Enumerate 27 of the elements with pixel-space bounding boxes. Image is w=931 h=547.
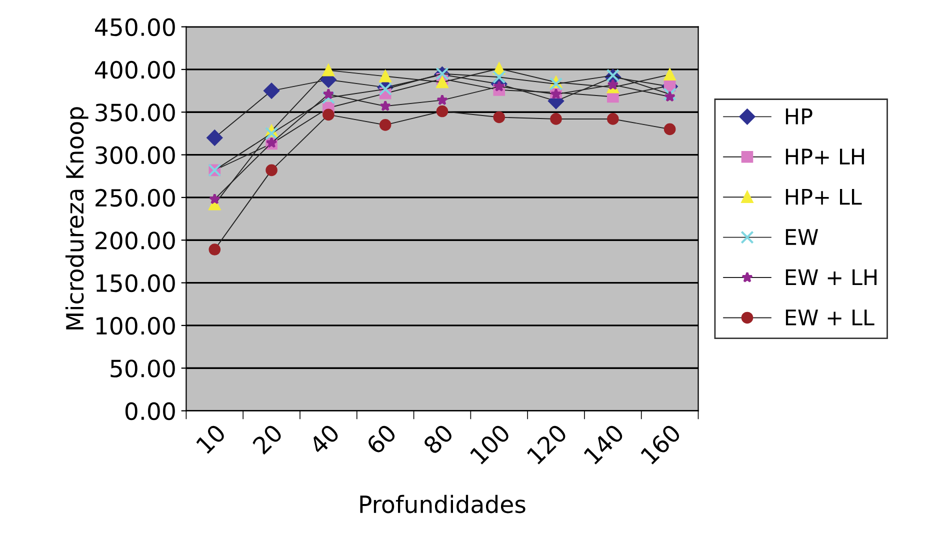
y-tick-label: 0.00 [125, 402, 175, 420]
y-tick-label: 300.00 [96, 146, 175, 164]
legend-label: EW + LL [786, 310, 874, 326]
legend-label: EW + LH [786, 269, 877, 286]
x-tick-label: 100 [469, 423, 511, 465]
x-tick-label: 140 [583, 423, 625, 465]
y-axis-title: Microdureza Knoop [65, 107, 88, 330]
y-tick-label: 400.00 [95, 60, 175, 79]
y-tick-label: 450.00 [95, 18, 175, 36]
x-tick-label: 20 [252, 423, 284, 455]
y-tick-label: 350.00 [96, 104, 175, 122]
legend-label: EW [786, 229, 818, 245]
y-tick-label: 200.00 [96, 232, 175, 250]
legend-label: HP+ LH [786, 148, 864, 164]
x-tick-label: 40 [308, 423, 340, 456]
x-tick-label: 120 [526, 423, 568, 465]
y-tick-label: 150.00 [96, 274, 175, 292]
legend-label: HP [786, 108, 812, 124]
x-tick-label: 80 [422, 423, 454, 455]
x-tick-label: 60 [366, 423, 398, 455]
y-tick-label: 250.00 [96, 188, 175, 207]
y-tick-label: 50.00 [110, 360, 175, 378]
x-axis-title: Profundidades [360, 494, 526, 514]
x-tick-label: 160 [640, 423, 682, 465]
legend-label: HP+ LL [786, 188, 862, 205]
x-tick-label: 10 [196, 423, 226, 454]
y-tick-label: 100.00 [96, 316, 175, 335]
